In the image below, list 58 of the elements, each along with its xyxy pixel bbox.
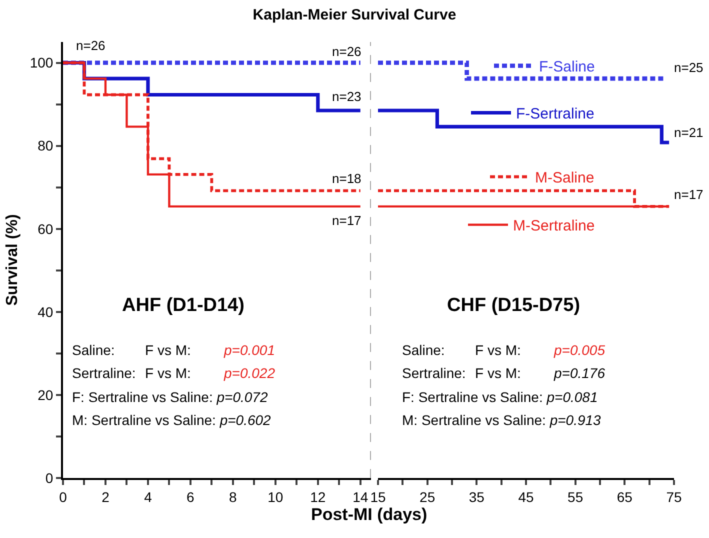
annotation: n=18 [332,171,362,186]
y-tick-label: 100 [30,54,54,71]
annotation: M: Sertraline vs Saline: [72,412,216,428]
x-tick-label: 8 [229,488,238,505]
annotation: n=25 [674,60,704,75]
annotation: p=0.005 [553,342,606,358]
x-tick-label: 15 [370,488,386,505]
annotation: p=0.602 [218,412,272,428]
annotation: n=17 [674,187,704,202]
x-tick-label: 6 [186,488,195,505]
y-axis-title: Survival (%) [4,214,22,306]
x-tick-label: 35 [468,488,485,505]
legend-label: M-Saline [535,170,594,187]
annotation: F: Sertraline vs Saline: [72,389,213,405]
y-tick-label: 60 [38,220,54,237]
annotation: p=0.001 [223,342,275,358]
annotation: n=26 [332,44,362,59]
annotation: F vs M: [145,365,191,381]
y-tick-label: 20 [38,386,54,403]
legend-label: F-Sertraline [516,106,594,123]
y-tick-label: 40 [38,304,54,320]
annotation: n=17 [332,213,362,228]
annotation: p=0.072 [216,389,268,405]
annotation: n=21 [674,125,704,140]
annotation: p=0.081 [546,389,598,405]
annotation: F vs M: [145,342,191,358]
annotation: Saline: [72,342,115,358]
x-tick-label: 65 [616,488,633,505]
annotation: Sertraline: [72,365,136,381]
annotation: CHF (D15-D75) [447,295,580,316]
x-tick-label: 4 [144,488,152,505]
x-tick-label: 14 [352,488,368,505]
annotation: AHF (D1-D14) [122,295,244,316]
x-axis-title: Post-MI (days) [311,505,428,524]
x-tick-label: 55 [568,488,584,505]
annotation: p=0.176 [553,365,606,381]
annotation: n=26 [76,38,106,53]
annotation: M: Sertraline vs Saline: [402,412,546,428]
x-tick-label: 45 [518,488,534,505]
x-tick-label: 10 [268,488,284,505]
annotation: p=0.022 [223,365,276,381]
annotation: Saline: [402,342,445,358]
x-tick-label: 2 [102,488,110,505]
x-tick-label: 0 [59,488,68,505]
annotation: Sertraline: [402,365,466,381]
annotation: F vs M: [475,342,521,358]
annotation: p=0.913 [548,412,602,428]
y-tick-label: 0 [45,470,54,486]
annotation: F vs M: [475,365,521,381]
chart-title: Kaplan-Meier Survival Curve [252,6,456,24]
legend-label: F-Saline [539,58,595,76]
legend-label: M-Sertraline [513,218,595,235]
x-tick-label: 12 [310,488,326,505]
y-tick-label: 80 [38,138,54,154]
x-tick-label: 75 [666,488,682,505]
x-tick-label: 25 [420,488,436,505]
annotation: n=23 [332,89,362,104]
annotation: F: Sertraline vs Saline: [402,389,543,405]
